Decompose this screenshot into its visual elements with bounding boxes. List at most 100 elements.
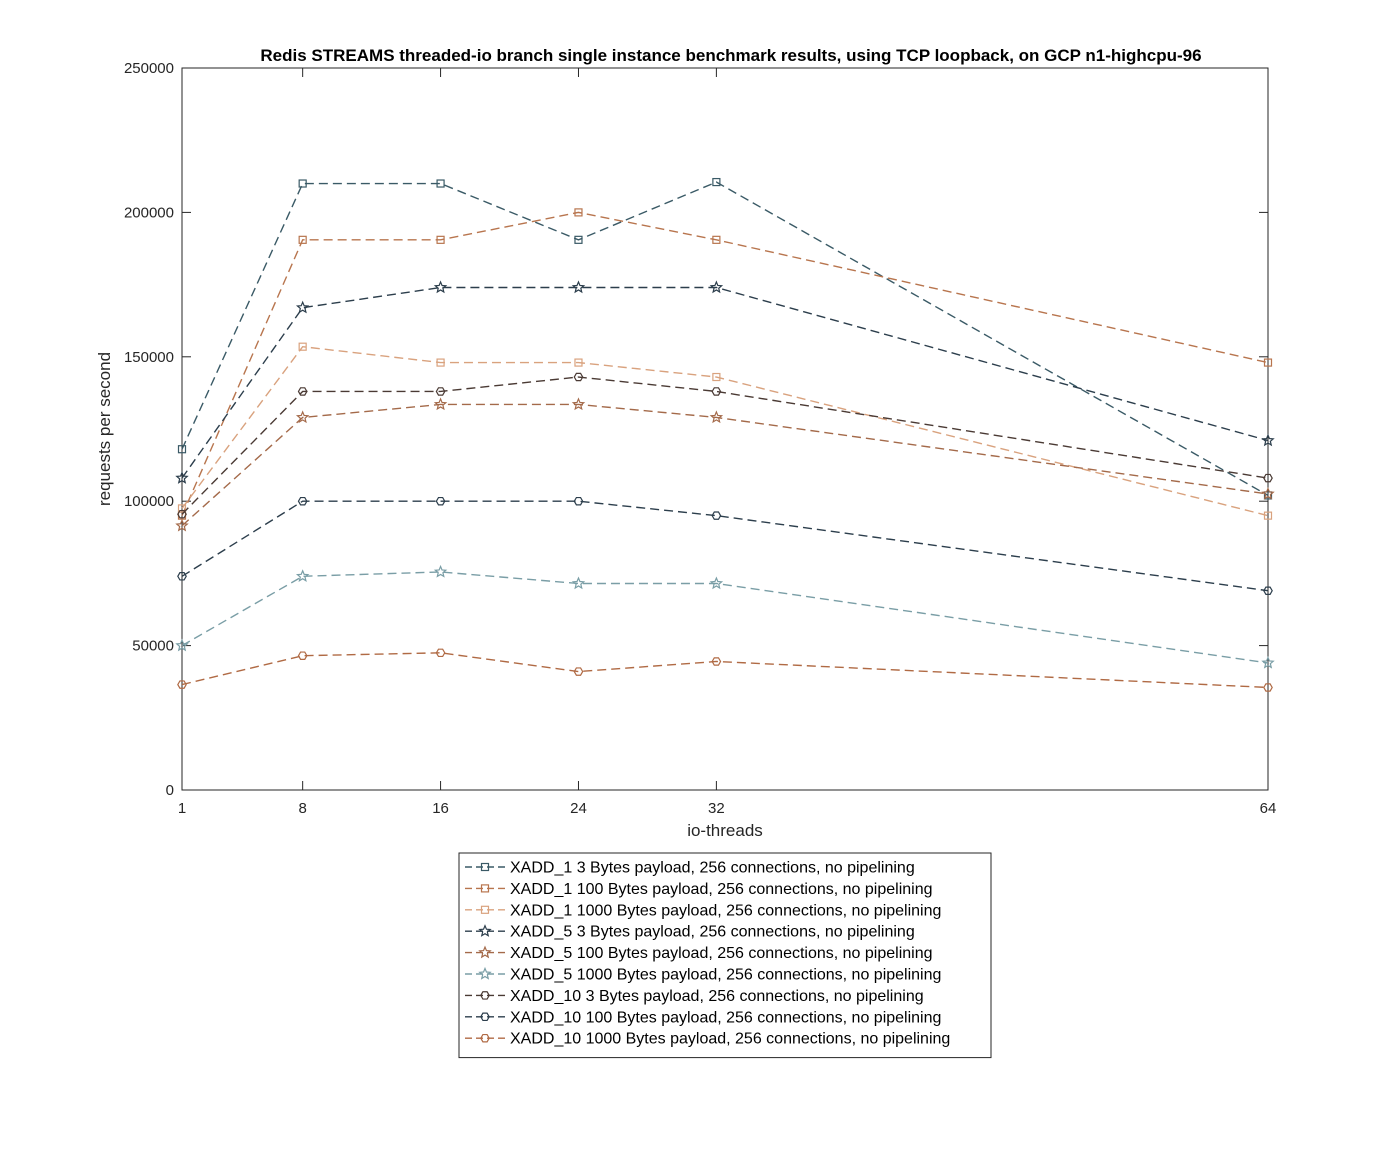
series-line xyxy=(181,286,1269,479)
data-point xyxy=(435,648,446,658)
y-tick-label: 50000 xyxy=(132,638,174,655)
series-line xyxy=(181,376,1269,515)
data-point xyxy=(711,387,722,396)
data-point xyxy=(295,410,310,424)
x-tick-label: 16 xyxy=(432,800,449,817)
data-point xyxy=(295,300,310,314)
data-point xyxy=(297,387,308,396)
series-line xyxy=(181,500,1269,592)
series-7 xyxy=(177,372,1273,519)
series-line xyxy=(181,211,1269,516)
data-point xyxy=(177,680,187,689)
data-point xyxy=(436,235,445,244)
legend-label: XADD_5 100 Bytes payload, 256 connection… xyxy=(510,945,933,962)
data-point xyxy=(1263,511,1273,520)
data-point xyxy=(574,235,583,244)
chart-title: Redis STREAMS threaded-io branch single … xyxy=(260,46,1201,65)
legend-item: XADD_5 1000 Bytes payload, 256 connectio… xyxy=(465,967,941,984)
series-line xyxy=(181,345,1269,517)
legend-item: XADD_10 100 Bytes payload, 256 connectio… xyxy=(465,1009,941,1026)
data-point xyxy=(1261,486,1275,500)
legend-label: XADD_1 100 Bytes payload, 256 connection… xyxy=(510,881,933,898)
data-point xyxy=(175,638,189,652)
data-point xyxy=(709,410,724,424)
legend-item: XADD_5 3 Bytes payload, 256 connections,… xyxy=(465,924,915,941)
data-point xyxy=(177,445,187,454)
data-point xyxy=(298,342,307,351)
series-1 xyxy=(177,177,1273,500)
legend-marker xyxy=(480,905,490,914)
data-point xyxy=(433,564,448,578)
data-point xyxy=(712,372,721,382)
series-line xyxy=(181,403,1269,527)
data-point xyxy=(1263,473,1273,483)
series-5 xyxy=(175,397,1275,532)
series-line xyxy=(181,571,1269,664)
data-point xyxy=(712,235,721,244)
data-point xyxy=(177,572,187,581)
legend-marker xyxy=(478,966,492,980)
plot-area: 0 50000 100000 150000 200000 250000 1 8 16 24 32 64 xyxy=(124,60,1276,817)
legend: XADD_1 3 Bytes payload, 256 connections,… xyxy=(458,852,992,1059)
data-point xyxy=(571,280,586,294)
y-tick-label: 0 xyxy=(166,782,174,799)
series-6 xyxy=(175,564,1275,669)
x-axis-title: io-threads xyxy=(687,821,763,840)
data-point xyxy=(436,179,445,188)
data-point xyxy=(435,387,446,396)
data-point xyxy=(297,496,308,506)
data-point xyxy=(297,651,308,660)
legend-marker xyxy=(480,1033,490,1043)
data-point xyxy=(433,397,448,411)
y-tick-label: 200000 xyxy=(124,204,174,221)
legend-label: XADD_5 1000 Bytes payload, 256 connectio… xyxy=(510,967,941,984)
legend-marker xyxy=(480,862,490,872)
series-9 xyxy=(177,648,1273,692)
data-point xyxy=(571,397,586,411)
series-3 xyxy=(177,342,1273,520)
data-point xyxy=(711,511,722,520)
legend-label: XADD_10 100 Bytes payload, 256 connectio… xyxy=(510,1009,941,1026)
legend-item: XADD_1 100 Bytes payload, 256 connection… xyxy=(465,881,933,898)
data-point xyxy=(1261,655,1275,669)
data-point xyxy=(175,518,189,532)
series-line xyxy=(181,652,1269,689)
data-point xyxy=(574,358,583,367)
x-tick-label: 8 xyxy=(298,800,306,817)
legend-marker xyxy=(480,1012,490,1022)
data-point xyxy=(711,657,722,666)
data-point xyxy=(1263,491,1273,500)
legend-box xyxy=(458,852,992,1059)
data-point xyxy=(298,235,307,244)
data-point xyxy=(574,208,583,217)
x-tick-label: 32 xyxy=(708,800,725,817)
y-tick-label: 100000 xyxy=(124,493,174,510)
data-point xyxy=(571,576,586,590)
data-point xyxy=(298,179,307,188)
data-point xyxy=(573,496,584,506)
legend-item: XADD_10 3 Bytes payload, 256 connections… xyxy=(465,988,924,1005)
x-tick-label: 1 xyxy=(178,800,186,817)
series-4 xyxy=(175,280,1275,484)
legend-item: XADD_1 3 Bytes payload, 256 connections,… xyxy=(465,860,915,877)
legend-label: XADD_5 3 Bytes payload, 256 connections,… xyxy=(510,924,915,941)
data-point xyxy=(1263,683,1273,692)
data-point xyxy=(709,576,724,590)
series-line xyxy=(181,181,1269,497)
legend-marker xyxy=(480,991,490,1000)
legend-item: XADD_5 100 Bytes payload, 256 connection… xyxy=(465,945,933,962)
data-point xyxy=(295,569,310,583)
axes-box xyxy=(181,67,1269,791)
legend-label: XADD_1 1000 Bytes payload, 256 connectio… xyxy=(510,902,941,919)
series-2 xyxy=(177,208,1273,520)
legend-item: XADD_1 1000 Bytes payload, 256 connectio… xyxy=(465,902,941,919)
data-point xyxy=(435,496,446,506)
data-point xyxy=(433,280,448,294)
legend-marker xyxy=(478,924,492,937)
legend-item: XADD_10 1000 Bytes payload, 256 connecti… xyxy=(465,1031,950,1048)
legend-marker xyxy=(478,945,492,959)
legend-label: XADD_10 1000 Bytes payload, 256 connecti… xyxy=(510,1031,950,1048)
data-point xyxy=(573,372,584,382)
x-tick-label: 24 xyxy=(570,800,587,817)
